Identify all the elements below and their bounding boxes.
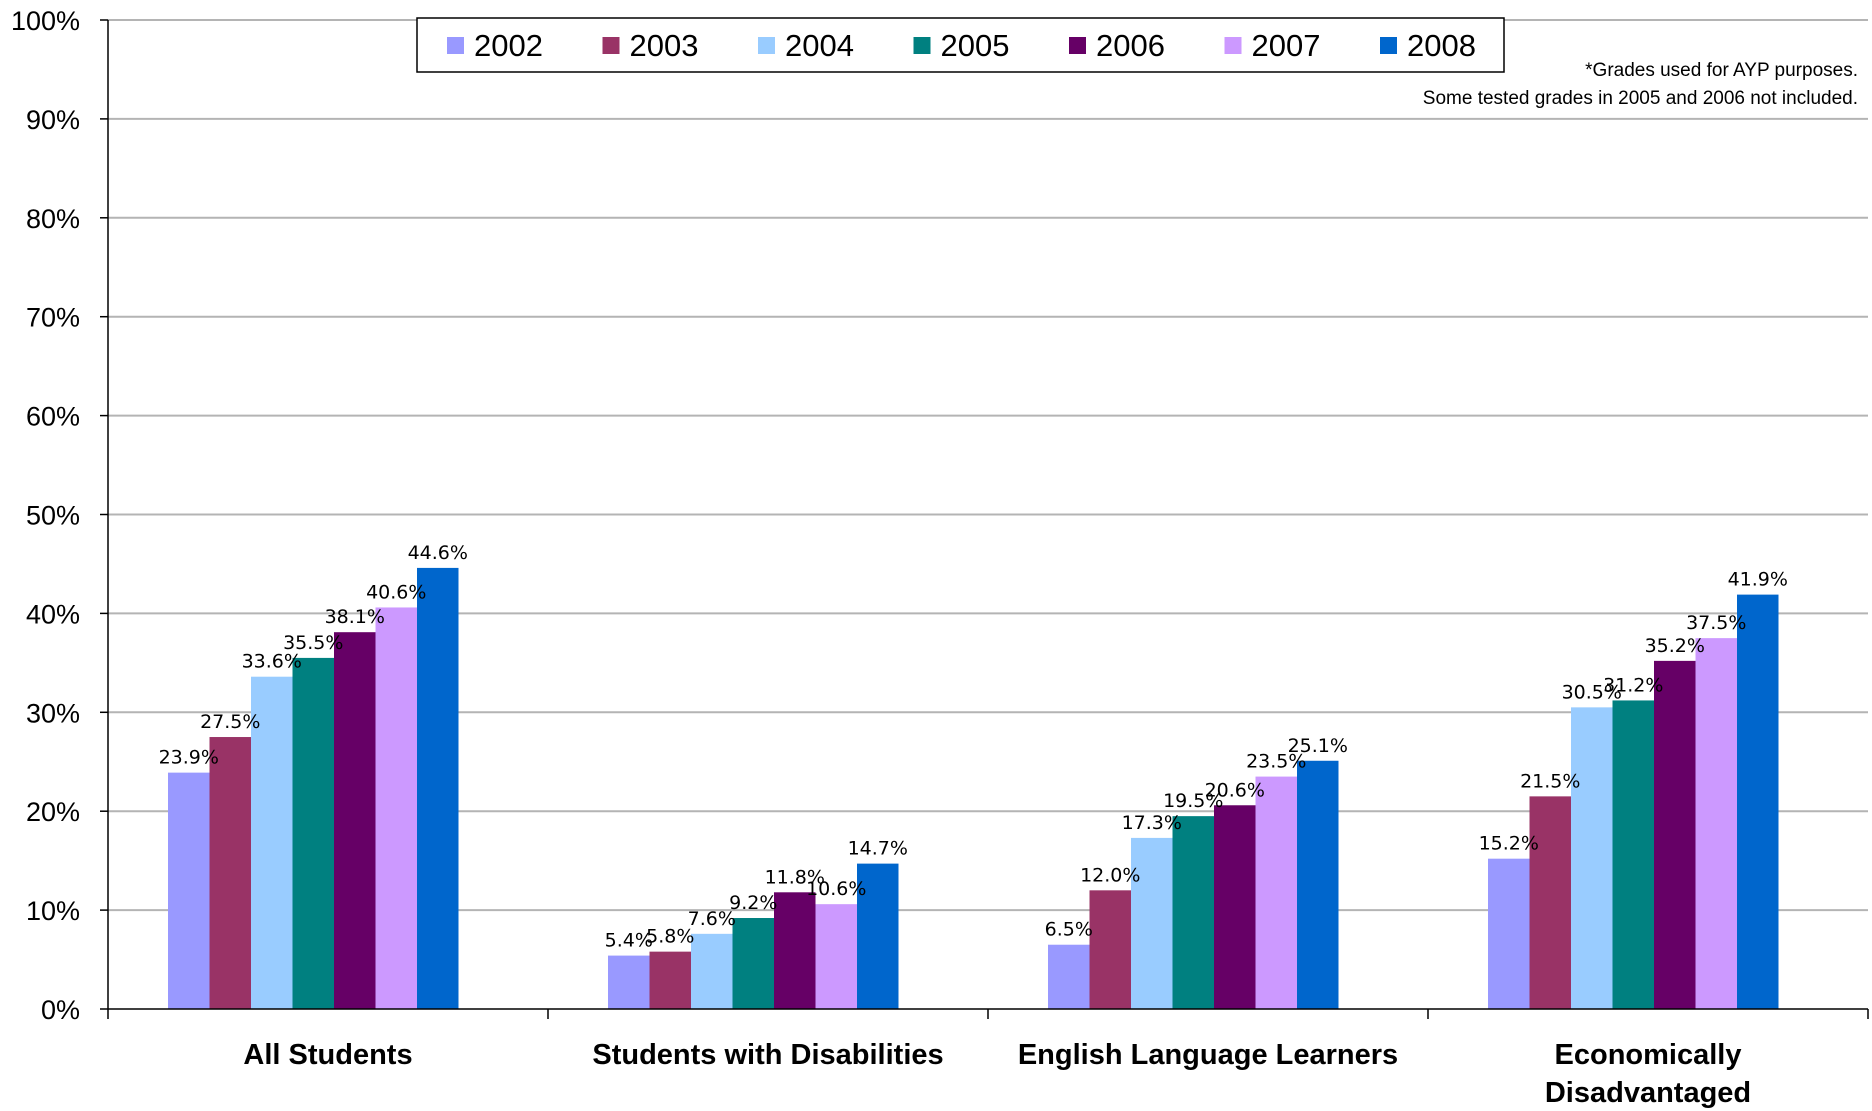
bar (774, 892, 816, 1009)
bar (1214, 805, 1256, 1009)
data-label: 35.2% (1645, 635, 1705, 657)
bar (1529, 796, 1571, 1009)
legend-swatch (1380, 37, 1397, 54)
data-label: 25.1% (1288, 735, 1348, 757)
data-label: 30.5% (1562, 681, 1622, 703)
data-label: 15.2% (1479, 833, 1539, 855)
bar (334, 632, 376, 1009)
bar (1654, 660, 1696, 1009)
bar (732, 918, 774, 1009)
y-tick-label: 40% (26, 599, 80, 629)
data-label: 37.5% (1686, 612, 1746, 634)
x-category-label: Economically (1555, 1039, 1742, 1071)
data-label: 20.6% (1205, 779, 1265, 801)
data-label: 40.6% (366, 581, 426, 603)
bars (168, 567, 1779, 1009)
legend-swatch (1224, 37, 1242, 54)
y-tick-label: 30% (26, 698, 80, 728)
x-category-label: English Language Learners (1018, 1039, 1398, 1071)
bar (608, 955, 650, 1009)
y-tick-label: 90% (26, 105, 80, 135)
bar (1297, 760, 1339, 1009)
footnote-line: *Grades used for AYP purposes. (1585, 60, 1858, 81)
data-label: 33.6% (242, 651, 302, 673)
data-label: 5.4% (605, 930, 653, 952)
y-tick-label: 70% (26, 303, 80, 333)
y-tick-label: 80% (26, 204, 80, 234)
data-label: 9.2% (729, 892, 777, 914)
bar (168, 772, 210, 1009)
legend: 2002 2003 2004 2005 2006 2007 2008 (416, 17, 1505, 73)
data-label: 17.3% (1122, 812, 1182, 834)
bar (815, 904, 857, 1009)
y-tick-label: 60% (26, 402, 80, 432)
data-label: 35.5% (283, 632, 343, 654)
legend-swatch (602, 37, 620, 54)
data-label: 12.0% (1080, 864, 1140, 886)
y-tick-label: 0% (41, 995, 80, 1025)
bar (1089, 890, 1131, 1009)
footnote-line: Some tested grades in 2005 and 2006 not … (1423, 88, 1858, 109)
data-labels: 23.9% 5.4% 6.5% 15.2% 27.5% 5.8% 12.0% 21.5% 33.… (159, 542, 1788, 952)
x-category-label: All Students (243, 1039, 412, 1071)
bar (1695, 638, 1737, 1009)
legend-label: 2006 (1096, 28, 1165, 63)
legend-label: 2002 (474, 28, 543, 63)
y-tick-label: 20% (26, 797, 80, 827)
bar (251, 676, 293, 1009)
legend-label: 2005 (941, 28, 1010, 63)
bar (1048, 944, 1090, 1009)
bar (417, 567, 459, 1009)
y-tick-label: 100% (11, 6, 80, 36)
legend-label: 2004 (785, 28, 854, 63)
bar (1571, 707, 1613, 1009)
data-label: 41.9% (1728, 569, 1788, 591)
bar (375, 607, 417, 1009)
y-tick-label: 10% (26, 896, 80, 926)
legend-swatch (1069, 37, 1086, 54)
data-label: 14.7% (848, 838, 908, 860)
bar (649, 951, 691, 1009)
legend-swatch (913, 37, 931, 54)
data-label: 31.2% (1603, 674, 1663, 696)
bar (691, 933, 733, 1009)
data-label: 21.5% (1520, 770, 1580, 792)
data-label: 38.1% (325, 606, 385, 628)
legend-swatch (758, 37, 775, 54)
y-tick-label: 50% (26, 501, 80, 531)
bar (1488, 858, 1530, 1009)
bar (1172, 816, 1214, 1009)
bar (1255, 776, 1297, 1009)
legend-label: 2008 (1407, 28, 1476, 63)
x-category-label: Students with Disabilities (592, 1039, 943, 1071)
data-label: 27.5% (200, 711, 260, 733)
x-category-label: Disadvantaged (1545, 1077, 1751, 1109)
legend-box (416, 17, 1505, 73)
data-label: 11.8% (765, 866, 825, 888)
bar (209, 737, 251, 1009)
bar (857, 863, 899, 1009)
legend-swatch (447, 37, 464, 54)
data-label: 23.9% (159, 747, 219, 769)
data-label: 7.6% (688, 908, 736, 930)
bar (292, 657, 334, 1009)
footnote: *Grades used for AYP purposes. Some teste… (1423, 60, 1858, 109)
bar (1737, 594, 1779, 1009)
axes: 0% 10% 20% 30% 40% 50% 60% 70% 80% 90% 100% All Stu… (11, 6, 1869, 1109)
legend-label: 2003 (630, 28, 699, 63)
bar (1612, 700, 1654, 1009)
data-label: 44.6% (408, 542, 468, 564)
data-label: 19.5% (1163, 790, 1223, 812)
data-label: 23.5% (1246, 751, 1306, 773)
bar (1131, 837, 1173, 1009)
data-label: 6.5% (1045, 919, 1093, 941)
legend-label: 2007 (1252, 28, 1321, 63)
data-label: 5.8% (646, 926, 694, 948)
data-label: 10.6% (806, 878, 866, 900)
